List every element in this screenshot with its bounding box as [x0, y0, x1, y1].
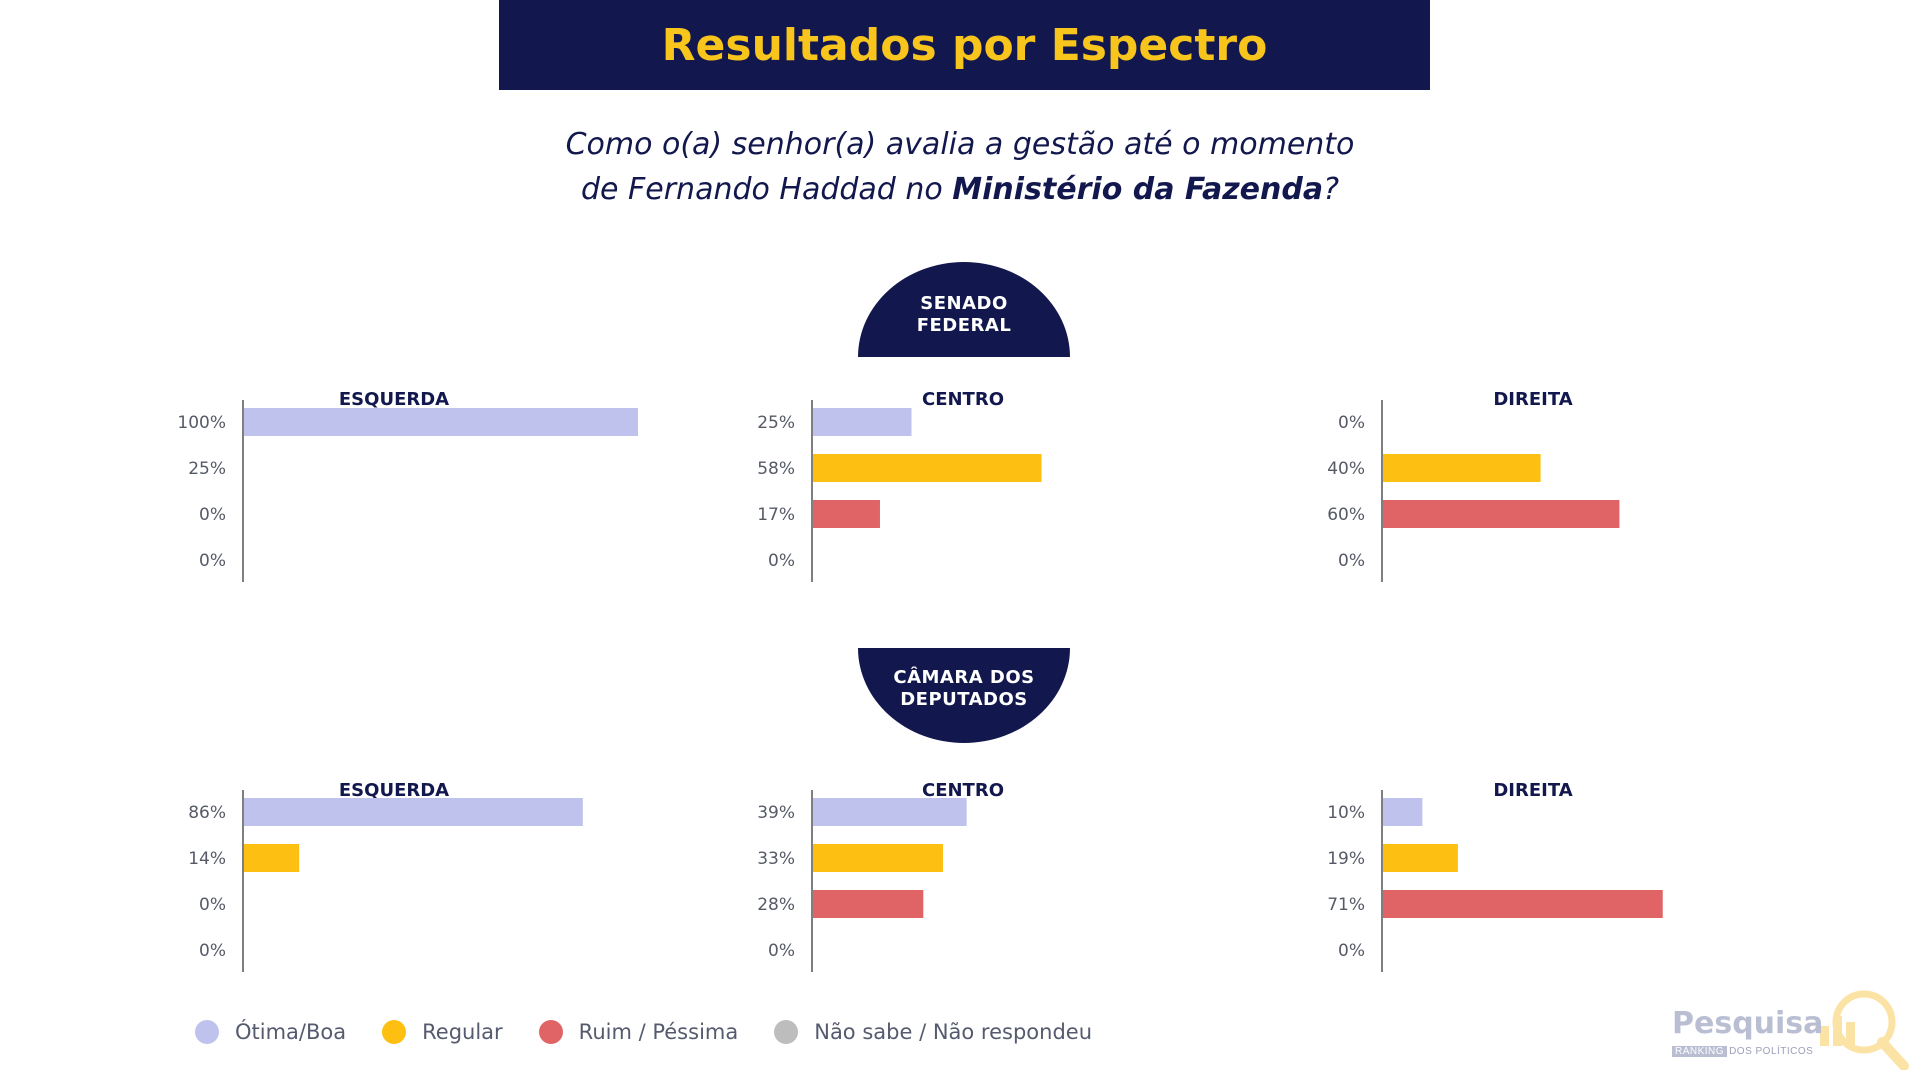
senado-esquerda-title: ESQUERDA — [339, 389, 449, 410]
legend-label-nao-sabe: Não sabe / Não respondeu — [814, 1020, 1093, 1044]
question-line-2-prefix: de Fernando Haddad no — [580, 172, 953, 207]
camara-direita-chart: DIREITA 10% 19% 71% 0% — [1327, 780, 1663, 972]
camara-centro-label-0: 39% — [757, 803, 795, 823]
camara-direita-label-0: 10% — [1327, 803, 1365, 823]
legend-label-regular: Regular — [422, 1020, 503, 1044]
senado-centro-label-1: 58% — [757, 459, 795, 479]
senado-esquerda-bar-0 — [244, 408, 638, 436]
question-line-2-bold: Ministério da Fazenda — [952, 172, 1324, 207]
camara-direita-bar-2 — [1383, 890, 1663, 918]
legend-dot-otima — [195, 1020, 219, 1044]
camara-badge-line-2: DEPUTADOS — [900, 688, 1028, 710]
camara-centro-label-1: 33% — [757, 849, 795, 869]
pesquisa-logo: Pesquisa RANKING DOS POLÍTICOS — [1672, 980, 1912, 1070]
senado-direita-bar-1 — [1383, 454, 1541, 482]
camara-esquerda-label-0: 86% — [188, 803, 226, 823]
survey-question: Como o(a) senhor(a) avalia a gestão até … — [360, 122, 1560, 212]
camara-centro-chart: CENTRO 39% 33% 28% 0% — [757, 780, 1004, 972]
magnifier-chart-icon — [1820, 990, 1909, 1070]
camara-badge: CÂMARA DOS DEPUTADOS — [858, 648, 1070, 743]
logo-word: Pesquisa — [1672, 1006, 1824, 1041]
camara-centro-title: CENTRO — [922, 780, 1004, 801]
senado-direita-bar-2 — [1383, 500, 1620, 528]
camara-centro-bar-2 — [813, 890, 924, 918]
senado-direita-label-0: 0% — [1338, 413, 1365, 433]
legend-dot-nao-sabe — [774, 1020, 799, 1044]
camara-direita-bar-0 — [1383, 798, 1423, 826]
legend-label-otima: Ótima/Boa — [235, 1020, 347, 1044]
question-line-2: de Fernando Haddad no Ministério da Faze… — [360, 167, 1560, 212]
title-band: Resultados por Espectro — [499, 0, 1430, 90]
senado-centro-chart: CENTRO 25% 58% 17% 0% — [757, 389, 1042, 582]
camara-direita-bar-1 — [1383, 844, 1458, 872]
camara-esquerda-label-1: 14% — [188, 849, 226, 869]
legend-label-ruim: Ruim / Péssima — [578, 1020, 739, 1044]
camara-esquerda-title: ESQUERDA — [339, 780, 449, 801]
logo-politicos: DOS POLÍTICOS — [1729, 1046, 1814, 1057]
senado-centro-bar-0 — [813, 408, 912, 436]
camara-esquerda-label-2: 0% — [199, 895, 226, 915]
page-title: Resultados por Espectro — [661, 19, 1268, 71]
legend-dot-regular — [382, 1020, 407, 1044]
question-line-2-suffix: ? — [1323, 172, 1340, 207]
legend-item-ruim: Ruim / Péssima — [538, 1020, 739, 1044]
legend-dot-ruim — [538, 1020, 563, 1044]
camara-badge-line-1: CÂMARA DOS — [893, 666, 1035, 688]
camara-direita-label-2: 71% — [1327, 895, 1365, 915]
legend-item-otima: Ótima/Boa — [195, 1020, 346, 1044]
legend-item-nao-sabe: Não sabe / Não respondeu — [774, 1020, 1092, 1044]
legend: Ótima/Boa Regular Ruim / Péssima Não sab… — [195, 1020, 1128, 1044]
senado-esquerda-label-1: 25% — [188, 459, 226, 479]
senado-centro-label-2: 17% — [757, 505, 795, 525]
camara-centro-bar-0 — [813, 798, 967, 826]
senado-direita-label-1: 40% — [1327, 459, 1365, 479]
senado-badge-line-1: SENADO — [920, 292, 1008, 314]
question-line-1: Como o(a) senhor(a) avalia a gestão até … — [565, 127, 1355, 162]
camara-direita-label-1: 19% — [1327, 849, 1365, 869]
camara-centro-label-2: 28% — [757, 895, 795, 915]
logo-subtitle: RANKING DOS POLÍTICOS — [1672, 1046, 1813, 1057]
senado-centro-label-0: 25% — [757, 413, 795, 433]
senado-esquerda-label-0: 100% — [177, 413, 226, 433]
senado-badge-line-2: FEDERAL — [916, 314, 1012, 336]
camara-esquerda-bar-0 — [244, 798, 583, 826]
senado-direita-chart: DIREITA 0% 40% 60% 0% — [1327, 389, 1620, 582]
senado-esquerda-label-3: 0% — [199, 551, 226, 571]
camara-esquerda-bar-1 — [244, 844, 300, 872]
senado-direita-title: DIREITA — [1493, 389, 1572, 410]
senado-direita-label-2: 60% — [1327, 505, 1365, 525]
senado-centro-title: CENTRO — [922, 389, 1004, 410]
camara-centro-bar-1 — [813, 844, 944, 872]
senado-centro-bar-1 — [813, 454, 1042, 482]
camara-centro-label-3: 0% — [768, 941, 795, 961]
camara-esquerda-label-3: 0% — [199, 941, 226, 961]
logo-ranking: RANKING — [1672, 1046, 1728, 1057]
senado-esquerda-label-2: 0% — [199, 505, 226, 525]
camara-direita-label-3: 0% — [1338, 941, 1365, 961]
senado-direita-label-3: 0% — [1338, 551, 1365, 571]
senado-esquerda-chart: ESQUERDA 100% 25% 0% 0% — [177, 389, 638, 582]
camara-direita-title: DIREITA — [1493, 780, 1572, 801]
camara-esquerda-chart: ESQUERDA 86% 14% 0% 0% — [188, 780, 583, 972]
senado-centro-bar-2 — [813, 500, 880, 528]
senado-centro-label-3: 0% — [768, 551, 795, 571]
legend-item-regular: Regular — [382, 1020, 503, 1044]
